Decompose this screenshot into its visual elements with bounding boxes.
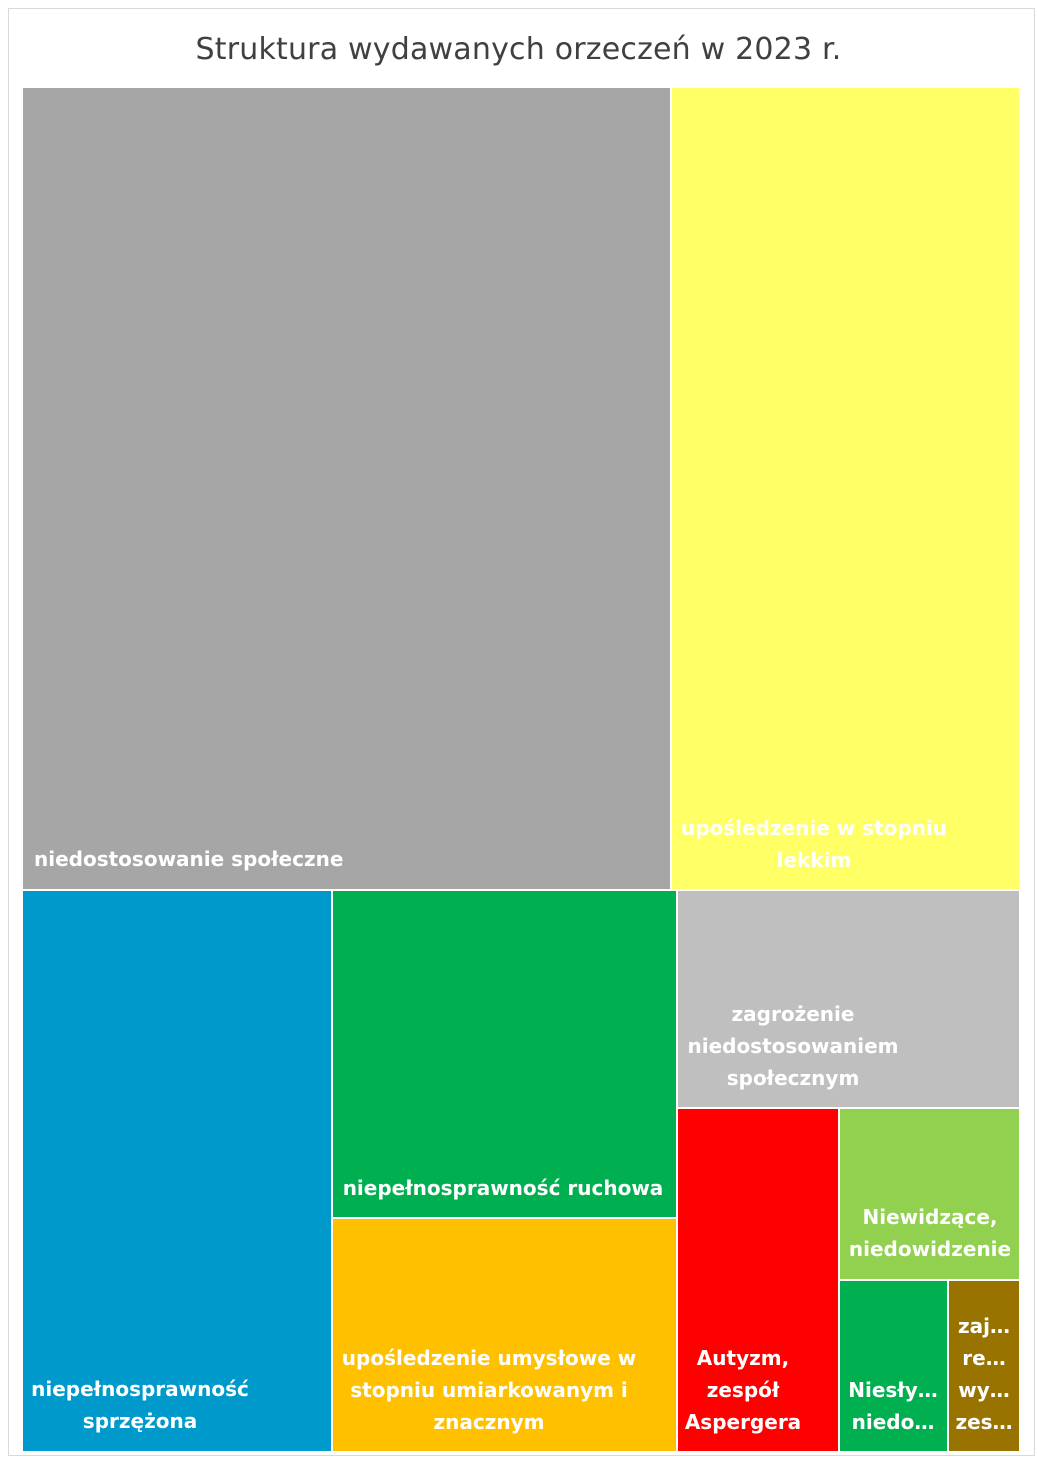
treemap-tile-label-2: upośledzenie w stopniu lekkim [681, 816, 947, 872]
treemap-tile-label-line: niedostosowaniem [687, 1034, 898, 1058]
treemap-tile-label-3: niepełnosprawność sprzężona [31, 1377, 249, 1433]
treemap-tile-9 [838, 1279, 949, 1453]
treemap-tile-label-line: Aspergera [685, 1410, 801, 1434]
treemap-tile-7 [676, 1107, 840, 1453]
chart-title: Struktura wydawanych orzeczeń w 2023 r. [195, 32, 842, 67]
treemap-tile-1 [21, 86, 672, 891]
treemap-tile-label-line: zagrożenie [732, 1002, 855, 1026]
treemap-tile-label-line: upośledzenie w stopniu [681, 816, 947, 840]
treemap-tile-label-line: niedostosowanie społeczne [34, 847, 343, 871]
treemap-tile-label-line: zaj… [958, 1314, 1010, 1338]
treemap-tile-10 [947, 1279, 1021, 1453]
treemap-tile-label-7: Autyzm, zespół Aspergera [685, 1346, 801, 1434]
treemap-tile-label-8: Niewidzące, niedowidzenie [849, 1205, 1011, 1261]
treemap-tile-label-line: Niesły… [848, 1378, 938, 1402]
treemap-tile-label-line: znacznym [434, 1410, 545, 1434]
treemap-tile-4 [331, 889, 678, 1219]
treemap-tile-8 [838, 1107, 1021, 1281]
treemap-tile-label-6: zagrożenie niedostosowaniem społecznym [687, 1002, 898, 1090]
treemap-tile-label-line: niedowidzenie [849, 1237, 1011, 1261]
treemap-tile-label-line: niedo… [852, 1410, 935, 1434]
treemap-tile-label-4: niepełnosprawność ruchowa [343, 1176, 664, 1200]
treemap-tile-label-line: zespół [707, 1378, 780, 1402]
treemap-tile-label-line: społecznym [727, 1066, 860, 1090]
treemap-tile-label-line: niepełnosprawność [31, 1377, 249, 1401]
treemap-tile-2 [670, 86, 1021, 891]
treemap-tile-label-10: zaj… re… wy… zes… [955, 1314, 1012, 1434]
treemap-tile-label-line: re… [962, 1346, 1005, 1370]
treemap-tile-label-line: Niewidzące, [863, 1205, 998, 1229]
treemap-tile-label-1: niedostosowanie społeczne [34, 847, 343, 871]
treemap-tile-label-line: Autyzm, [697, 1346, 789, 1370]
treemap-tile-label-line: zes… [955, 1410, 1012, 1434]
treemap-tile-label-line: stopniu umiarkowanym i [350, 1378, 628, 1402]
treemap-tile-3 [21, 889, 333, 1453]
treemap-tile-label-line: lekkim [777, 848, 852, 872]
treemap-tile-label-line: wy… [958, 1378, 1010, 1402]
treemap-tile-label-line: sprzężona [83, 1409, 197, 1433]
treemap-tile-label-line: upośledzenie umysłowe w [342, 1346, 636, 1370]
treemap-tile-label-5: upośledzenie umysłowe w stopniu umiarkowa… [342, 1346, 636, 1434]
treemap-tile-label-line: niepełnosprawność ruchowa [343, 1176, 664, 1200]
treemap-tile-6 [676, 889, 1021, 1109]
treemap-tile-label-9: Niesły… niedo… [848, 1378, 938, 1434]
